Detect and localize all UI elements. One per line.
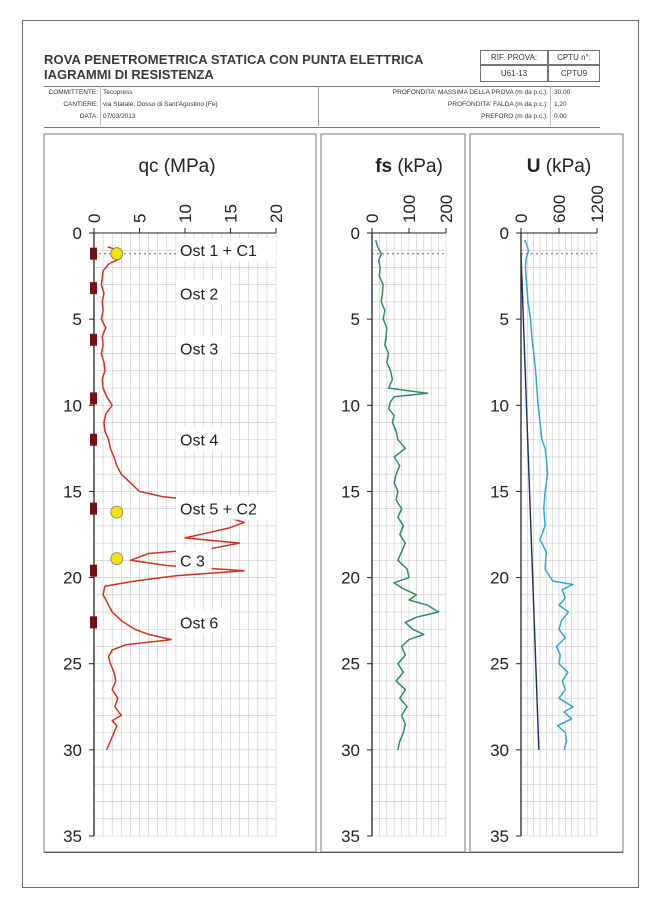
y-tick-label: 35 — [490, 827, 509, 846]
sample-marker — [90, 392, 97, 405]
y-tick-label: 20 — [490, 569, 509, 588]
y-tick-label: 15 — [63, 482, 82, 501]
annotation-label: Ost 6 — [180, 615, 218, 632]
annotation-label: Ost 2 — [180, 286, 218, 303]
panel-1-title: fs (kPa) — [375, 156, 443, 177]
report-subtitle: IAGRAMMI DI RESISTENZA — [44, 67, 214, 82]
panel-0-grid — [93, 232, 277, 837]
y-tick-label: 0 — [500, 224, 509, 243]
panel-title-unit: (kPa) — [546, 156, 591, 177]
sample-marker — [90, 433, 97, 446]
annotation-background — [176, 280, 230, 305]
panel-title-unit: (kPa) — [397, 156, 442, 177]
x-tick-label: 0 — [85, 214, 104, 223]
y-tick-label: 25 — [341, 655, 360, 674]
committente-value: Tecopress — [103, 89, 133, 96]
y-tick-label: 10 — [63, 396, 82, 415]
sample-marker — [90, 333, 97, 346]
panel-title-bold: fs — [375, 156, 397, 177]
x-tick-label: 600 — [550, 195, 569, 223]
sample-marker — [90, 564, 97, 577]
y-tick-label: 35 — [63, 827, 82, 846]
u0-hydrostatic-line — [520, 253, 540, 750]
y-tick-label: 35 — [341, 827, 360, 846]
y-tick-label: 5 — [73, 310, 82, 329]
x-tick-label: 5 — [131, 214, 150, 223]
x-tick-label: 100 — [400, 195, 419, 223]
y-tick-label: 0 — [73, 224, 82, 243]
profondita-value: 30,00 — [554, 89, 571, 96]
sample-marker — [90, 282, 97, 295]
y-tick-label: 10 — [341, 396, 360, 415]
annotation-label: Ost 4 — [180, 433, 218, 450]
y-tick-label: 25 — [490, 655, 509, 674]
falda-label: PROFONDITA' FALDA (m da p.c.): — [447, 101, 548, 108]
cantiere-label: CANTIERE: — [63, 101, 98, 108]
bottom-rule — [44, 852, 623, 853]
y-tick-label: 30 — [341, 741, 360, 760]
annotation-background — [176, 237, 276, 262]
annotation-label: Ost 5 + C2 — [180, 502, 257, 519]
annotation-background — [176, 609, 230, 634]
y-tick-label: 30 — [63, 741, 82, 760]
info-divider-left — [100, 86, 101, 126]
report-title: ROVA PENETROMETRICA STATICA CON PUNTA EL… — [44, 52, 424, 67]
cantiere-value: via Statale, Dosso di Sant'Agostino (Fe) — [103, 101, 218, 108]
annotation-background — [176, 547, 212, 572]
rif-label: RIF. PROVA: — [480, 50, 548, 65]
falda-value: 1,20 — [554, 101, 567, 108]
cptu-label: CPTU n°: — [548, 50, 600, 65]
rif-value: U61-13 — [480, 65, 548, 82]
data-label: DATA: — [79, 113, 98, 120]
y-tick-label: 15 — [490, 482, 509, 501]
annotation-background — [176, 335, 230, 360]
x-tick-label: 200 — [437, 195, 456, 223]
info-divider-right — [550, 86, 551, 126]
test-point-marker — [110, 247, 124, 261]
x-tick-label: 0 — [363, 214, 382, 223]
annotation-background — [176, 495, 276, 520]
annotation-label: C 3 — [180, 553, 205, 570]
sample-marker — [90, 502, 97, 515]
y-tick-label: 20 — [341, 569, 360, 588]
y-tick-label: 20 — [63, 569, 82, 588]
preforo-value: 0,00 — [554, 113, 567, 120]
committente-label: COMMITTENTE: — [48, 89, 98, 96]
annotation-label: Ost 1 + C1 — [180, 243, 257, 260]
x-tick-label: 0 — [512, 214, 531, 223]
test-point-marker — [110, 552, 124, 566]
y-tick-label: 5 — [500, 310, 509, 329]
fs-series-line — [374, 239, 440, 751]
y-tick-label: 0 — [351, 224, 360, 243]
panel-0-title: qc (MPa) — [138, 156, 215, 177]
preforo-label: PREFORO (m da p.c.): — [481, 113, 548, 120]
profondita-label: PROFONDITA' MASSIMA DELLA PROVA (m da p.… — [392, 89, 548, 96]
info-divider — [318, 86, 319, 126]
sample-marker — [90, 616, 97, 629]
u-series-line — [524, 239, 574, 751]
test-point-marker — [110, 505, 124, 519]
x-tick-label: 1200 — [588, 185, 607, 223]
info-table — [44, 86, 600, 128]
data-value: 07/03/2013 — [103, 113, 136, 120]
y-tick-label: 25 — [63, 655, 82, 674]
sample-marker — [90, 247, 97, 260]
cptu-value: CPTU9 — [548, 65, 600, 82]
panel-2-title: U (kPa) — [527, 156, 591, 177]
panel-title-bold: U — [527, 156, 546, 177]
y-tick-label: 30 — [490, 741, 509, 760]
x-tick-label: 20 — [267, 204, 286, 223]
x-tick-label: 15 — [222, 204, 241, 223]
x-tick-label: 10 — [176, 204, 195, 223]
annotation-label: Ost 3 — [180, 341, 218, 358]
y-tick-label: 5 — [351, 310, 360, 329]
y-tick-label: 15 — [341, 482, 360, 501]
annotation-background — [176, 426, 230, 451]
y-tick-label: 10 — [490, 396, 509, 415]
